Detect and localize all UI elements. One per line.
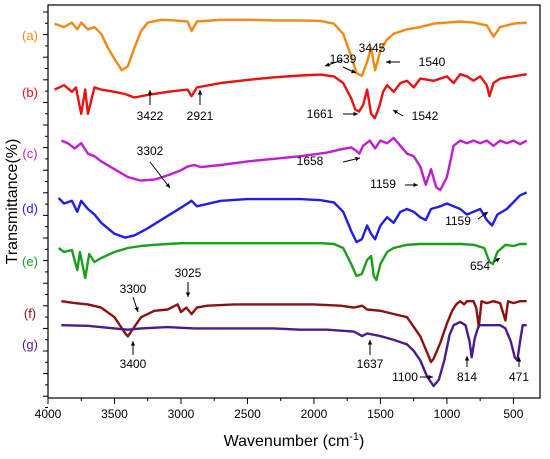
annotation-label: 2921 bbox=[187, 109, 214, 123]
annotation-arrowhead bbox=[367, 340, 373, 345]
annotation-arrowhead bbox=[147, 90, 153, 95]
tick-layer: 4000 3500 3000 2500 2000 1500 1000 500 bbox=[35, 11, 524, 421]
annotation-arrowhead bbox=[516, 357, 522, 362]
plot-frame bbox=[47, 4, 541, 399]
annotation-label: 1540 bbox=[419, 55, 446, 69]
annotation-label: 1100 bbox=[392, 370, 418, 384]
series-label-c: (c) bbox=[22, 146, 37, 161]
annotation-arrowhead bbox=[495, 258, 500, 263]
annotation-label: 1159 bbox=[370, 177, 396, 191]
x-tick-label: 1500 bbox=[367, 407, 394, 421]
series-line-b bbox=[54, 72, 527, 120]
series-label-g: (g) bbox=[22, 337, 38, 352]
series-label-b: (b) bbox=[22, 85, 38, 100]
annotation-arrowhead bbox=[413, 182, 418, 188]
annotation-arrowhead bbox=[393, 110, 398, 115]
series-layer: (a) (b) (c) (d) (e) (f) (g) bbox=[22, 18, 528, 388]
series-label-f: (f) bbox=[24, 306, 36, 321]
series-label-e: (e) bbox=[22, 254, 38, 269]
annotation-label: 1637 bbox=[357, 357, 384, 371]
annotation-arrowhead bbox=[165, 183, 170, 188]
series-label-d: (d) bbox=[22, 201, 38, 216]
annotation-label: 471 bbox=[509, 370, 529, 384]
annotation-arrowhead bbox=[483, 212, 488, 217]
x-tick-label: 1000 bbox=[434, 407, 461, 421]
annotation-label: 1658 bbox=[297, 154, 324, 168]
annotation-arrowhead bbox=[464, 356, 470, 361]
annotation-arrowhead bbox=[197, 90, 203, 95]
annotation-arrowhead bbox=[353, 111, 358, 117]
annotation-label: 3300 bbox=[120, 282, 147, 296]
annotation-label: 1542 bbox=[412, 109, 439, 123]
annotation-arrowhead bbox=[185, 292, 191, 297]
annotation-label: 814 bbox=[457, 370, 477, 384]
annotation-label: 3025 bbox=[175, 266, 202, 280]
annotation-arrowhead bbox=[130, 341, 136, 346]
annotation-arrowhead bbox=[386, 59, 391, 65]
annotation-arrowhead bbox=[428, 374, 433, 380]
annotation-arrow bbox=[149, 161, 171, 189]
series-line-e bbox=[57, 241, 527, 282]
annotation-arrowhead bbox=[355, 156, 360, 162]
annotation-label: 1159 bbox=[445, 214, 471, 228]
annotation-label: 3445 bbox=[359, 41, 386, 55]
y-axis-title: Transmittance(%) bbox=[4, 139, 21, 265]
annotation-label: 3422 bbox=[137, 109, 164, 123]
x-tick-label: 2500 bbox=[234, 407, 261, 421]
annotation-label: 1639 bbox=[330, 52, 357, 66]
series-line-f bbox=[61, 300, 527, 364]
annotation-label: 654 bbox=[470, 259, 490, 273]
annotation-label: 1661 bbox=[307, 107, 334, 121]
series-line-c bbox=[60, 136, 528, 192]
series-line-d bbox=[57, 191, 528, 244]
series-line-a bbox=[54, 18, 527, 78]
annotation-arrowhead bbox=[325, 62, 330, 67]
series-line-g bbox=[61, 320, 527, 388]
annotation-arrowhead bbox=[134, 307, 139, 312]
annotation-label: 3400 bbox=[120, 357, 147, 371]
x-tick-label: 2000 bbox=[301, 407, 328, 421]
x-tick-label: 3500 bbox=[101, 407, 128, 421]
x-tick-label: 3000 bbox=[168, 407, 195, 421]
x-tick-label: 4000 bbox=[35, 407, 62, 421]
x-axis-title: Wavenumber (cm-1) bbox=[224, 431, 365, 450]
plot-border bbox=[47, 4, 541, 399]
annotation-arrowhead bbox=[351, 69, 356, 74]
annotation-label: 3302 bbox=[137, 144, 164, 158]
series-label-a: (a) bbox=[22, 28, 38, 43]
x-tick-label: 500 bbox=[503, 407, 523, 421]
